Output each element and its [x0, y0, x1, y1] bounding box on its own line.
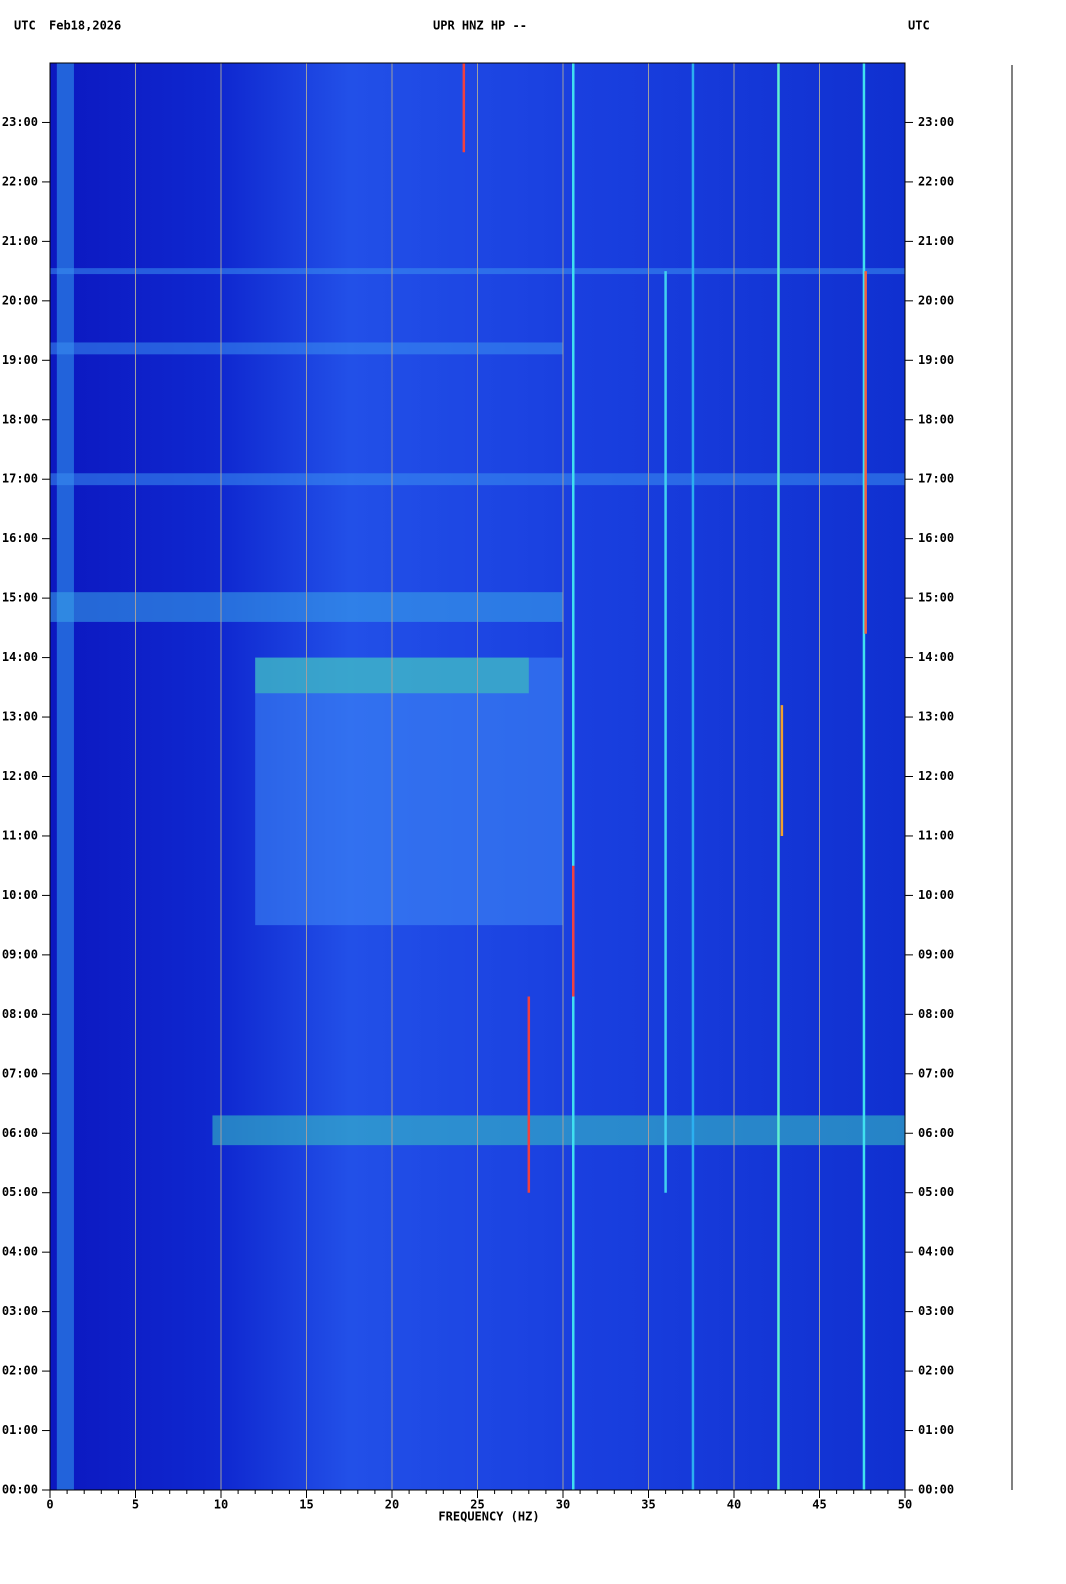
timezone-right: UTC [908, 19, 930, 33]
y-tick-label-right: 15:00 [918, 591, 954, 605]
x-tick-label: 5 [132, 1498, 139, 1512]
y-tick-label-right: 21:00 [918, 234, 954, 248]
y-tick-label: 00:00 [2, 1483, 38, 1497]
y-tick-label-right: 06:00 [918, 1126, 954, 1140]
y-tick-label: 19:00 [2, 353, 38, 367]
y-tick-label-right: 16:00 [918, 531, 954, 545]
y-tick-label: 13:00 [2, 710, 38, 724]
date: Feb18,2026 [49, 19, 121, 33]
x-tick-label: 40 [727, 1498, 741, 1512]
y-tick-label-right: 17:00 [918, 472, 954, 486]
x-tick-label: 30 [556, 1498, 570, 1512]
chart-title: UPR HNZ HP -- [433, 19, 527, 33]
y-tick-label-right: 08:00 [918, 1007, 954, 1021]
x-tick-label: 10 [214, 1498, 228, 1512]
x-tick-label: 15 [299, 1498, 313, 1512]
y-tick-label-right: 11:00 [918, 828, 954, 842]
timezone-left: UTC [14, 19, 36, 33]
x-tick-label: 25 [470, 1498, 484, 1512]
y-tick-label-right: 01:00 [918, 1423, 954, 1437]
y-tick-label-right: 20:00 [918, 293, 954, 307]
y-tick-label: 04:00 [2, 1245, 38, 1259]
x-tick-label: 35 [641, 1498, 655, 1512]
y-tick-label-right: 03:00 [918, 1304, 954, 1318]
energy-band [56, 63, 74, 1490]
y-tick-label: 11:00 [2, 828, 38, 842]
y-tick-label: 17:00 [2, 472, 38, 486]
y-tick-label: 14:00 [2, 650, 38, 664]
y-tick-label: 03:00 [2, 1304, 38, 1318]
y-tick-label-right: 23:00 [918, 115, 954, 129]
y-tick-label: 15:00 [2, 591, 38, 605]
y-tick-label-right: 19:00 [918, 353, 954, 367]
y-tick-label-right: 00:00 [918, 1483, 954, 1497]
y-tick-label-right: 14:00 [918, 650, 954, 664]
y-tick-label: 10:00 [2, 888, 38, 902]
y-tick-label: 07:00 [2, 1066, 38, 1080]
y-tick-label-right: 04:00 [918, 1245, 954, 1259]
y-tick-label: 01:00 [2, 1423, 38, 1437]
y-tick-label: 05:00 [2, 1185, 38, 1199]
y-tick-label-right: 07:00 [918, 1066, 954, 1080]
y-tick-label: 23:00 [2, 115, 38, 129]
y-tick-label-right: 05:00 [918, 1185, 954, 1199]
y-tick-label-right: 02:00 [918, 1364, 954, 1378]
y-tick-label: 22:00 [2, 174, 38, 188]
x-axis-label: FREQUENCY (HZ) [438, 1510, 539, 1524]
y-tick-label: 08:00 [2, 1007, 38, 1021]
x-tick-label: 50 [898, 1498, 912, 1512]
y-tick-label: 20:00 [2, 293, 38, 307]
y-tick-label-right: 18:00 [918, 412, 954, 426]
y-tick-label: 09:00 [2, 947, 38, 961]
y-tick-label-right: 22:00 [918, 174, 954, 188]
x-tick-label: 45 [812, 1498, 826, 1512]
y-tick-label: 16:00 [2, 531, 38, 545]
x-tick-label: 0 [46, 1498, 53, 1512]
y-tick-label-right: 09:00 [918, 947, 954, 961]
plot-frame [49, 62, 906, 1491]
y-tick-label-right: 12:00 [918, 769, 954, 783]
energy-band [255, 657, 563, 926]
x-tick-label: 20 [385, 1498, 399, 1512]
y-tick-label: 06:00 [2, 1126, 38, 1140]
y-tick-label: 18:00 [2, 412, 38, 426]
y-tick-label: 12:00 [2, 769, 38, 783]
y-tick-label: 02:00 [2, 1364, 38, 1378]
y-tick-label-right: 10:00 [918, 888, 954, 902]
energy-band [212, 1115, 905, 1146]
y-tick-label-right: 13:00 [918, 710, 954, 724]
y-tick-label: 21:00 [2, 234, 38, 248]
